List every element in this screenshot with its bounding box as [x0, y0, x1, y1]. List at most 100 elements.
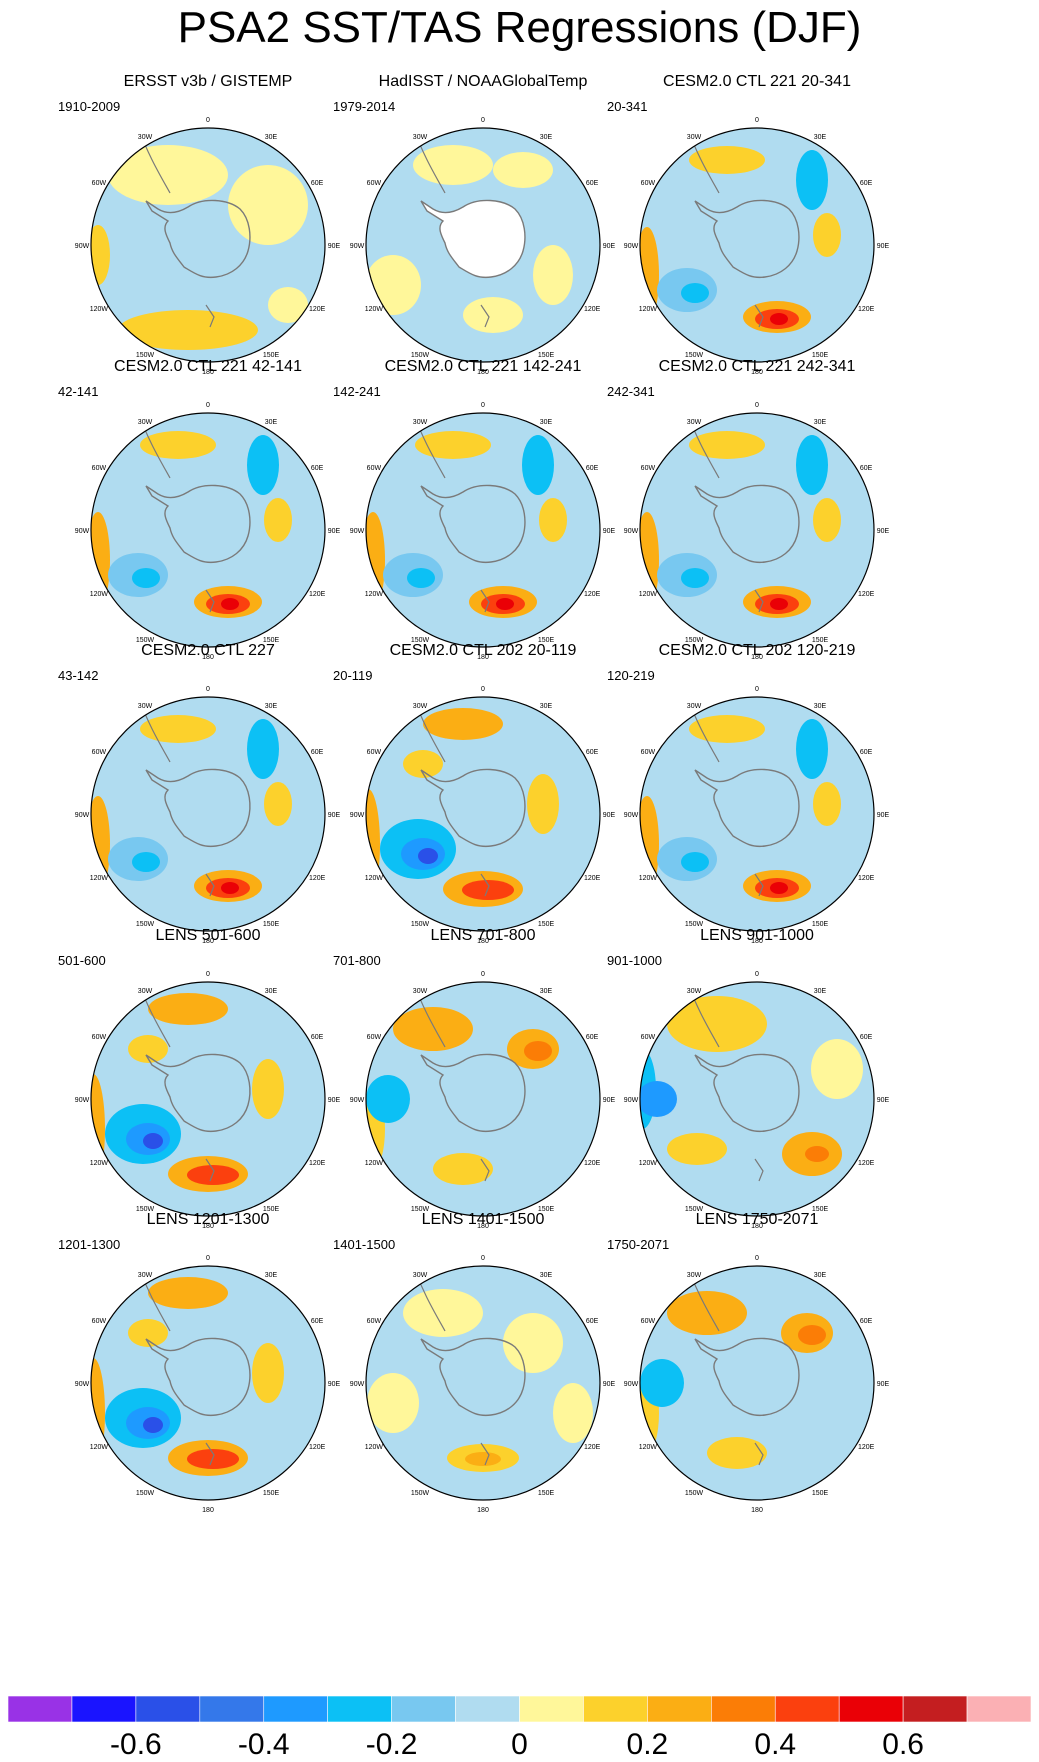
longitude-label: 60W — [367, 1318, 382, 1325]
longitude-label: 0 — [755, 117, 759, 124]
map-panel: CESM2.0 CTL 221 20-341 20-341 0 30E 60E 90E 12… — [607, 72, 907, 382]
longitude-label: 60W — [92, 180, 107, 187]
longitude-label: 150E — [812, 1206, 829, 1213]
panel-title: CESM2.0 CTL 202 120-219 — [658, 642, 856, 659]
antarctica-coastline — [420, 484, 526, 564]
polar-map: 0 30E 60E 90E 120E 150E 180 150W 120W 90W 60W 30W — [75, 402, 341, 661]
panel-period: 42-141 — [58, 384, 99, 399]
map-panel: CESM2.0 CTL 202 120-219 120-219 0 30E 60E 90E… — [607, 641, 907, 951]
map-boundary — [639, 1265, 875, 1501]
longitude-label: 60E — [311, 1034, 324, 1041]
panel-period: 120-219 — [607, 668, 655, 683]
colorbar-tick-label: 0 — [511, 1728, 528, 1761]
anomaly-contour — [798, 1325, 826, 1345]
anomaly-contour — [221, 598, 239, 610]
anomaly-contour — [493, 152, 553, 188]
longitude-label: 150E — [263, 1206, 280, 1213]
colorbar — [8, 1696, 1031, 1722]
panel-period: 1910-2009 — [58, 99, 121, 114]
longitude-label: 180 — [751, 369, 763, 376]
anomaly-contour — [268, 287, 308, 323]
longitude-label: 30E — [540, 703, 553, 710]
anomaly-contour — [770, 313, 788, 325]
longitude-label: 90W — [350, 1381, 365, 1388]
longitude-label: 180 — [477, 1507, 489, 1514]
longitude-label: 90W — [624, 812, 639, 819]
anomaly-contour — [689, 146, 765, 174]
longitude-label: 30W — [687, 988, 702, 995]
anomaly-contour — [247, 435, 279, 495]
longitude-label: 30W — [413, 1272, 428, 1279]
longitude-label: 150E — [538, 637, 555, 644]
longitude-label: 90W — [624, 528, 639, 535]
longitude-label: 30E — [265, 988, 278, 995]
anomaly-contour — [91, 1358, 105, 1468]
map-boundary — [90, 1265, 326, 1501]
colorbar-swatch — [519, 1696, 584, 1722]
anomaly-contour — [770, 598, 788, 610]
anomaly-contour — [143, 1133, 163, 1149]
longitude-label: 150W — [136, 921, 155, 928]
longitude-label: 120W — [365, 1160, 384, 1167]
longitude-label: 120W — [90, 306, 109, 313]
longitude-label: 180 — [477, 1223, 489, 1230]
anomaly-contour — [393, 1007, 473, 1051]
longitude-label: 30E — [265, 703, 278, 710]
anomaly-contour — [252, 1059, 284, 1119]
polar-map: 0 30E 60E 90E 120E 150E 180 150W 120W 90W 60W 30W — [75, 686, 341, 945]
longitude-label: 120E — [858, 1160, 875, 1167]
longitude-label: 30W — [687, 703, 702, 710]
colorbar-tick-label: 0.6 — [882, 1728, 924, 1761]
map-boundary — [365, 127, 601, 363]
anomaly-contour — [770, 882, 788, 894]
longitude-label: 30E — [814, 703, 827, 710]
longitude-label: 120W — [365, 306, 384, 313]
antarctica-coastline — [420, 768, 526, 848]
anomaly-contour — [527, 774, 559, 834]
colorbar-swatch — [391, 1696, 456, 1722]
anomaly-contour — [367, 1373, 419, 1433]
map-panel: LENS 701-800 701-800 0 30E 60E 90E 120E 150E 180… — [333, 926, 633, 1236]
longitude-label: 90E — [328, 1097, 341, 1104]
longitude-label: 120E — [584, 306, 601, 313]
longitude-label: 30W — [138, 1272, 153, 1279]
new-zealand-coastline — [754, 1158, 764, 1182]
anomaly-contour — [91, 225, 110, 285]
anomaly-contour — [140, 431, 216, 459]
longitude-label: 30E — [265, 134, 278, 141]
longitude-label: 60E — [860, 1034, 873, 1041]
new-zealand-coastline — [754, 873, 764, 897]
antarctica-coastline — [694, 484, 800, 564]
longitude-label: 150W — [411, 1206, 430, 1213]
longitude-label: 0 — [206, 686, 210, 693]
longitude-label: 60E — [586, 180, 599, 187]
longitude-label: 120E — [309, 306, 326, 313]
panel-period: 901-1000 — [607, 953, 662, 968]
longitude-label: 150W — [411, 637, 430, 644]
panel-title: LENS 701-800 — [430, 927, 536, 944]
longitude-label: 60W — [641, 749, 656, 756]
longitude-label: 120W — [90, 875, 109, 882]
longitude-label: 150W — [411, 1490, 430, 1497]
map-boundary — [365, 696, 601, 932]
polar-map: 0 30E 60E 90E 120E 150E 180 150W 120W 90W 60W 30W — [350, 686, 616, 945]
longitude-label: 60E — [860, 1318, 873, 1325]
anomaly-contour — [407, 568, 435, 588]
longitude-label: 120W — [639, 1160, 658, 1167]
longitude-label: 120W — [365, 875, 384, 882]
longitude-label: 0 — [481, 971, 485, 978]
longitude-label: 60W — [367, 465, 382, 472]
longitude-label: 30E — [814, 988, 827, 995]
new-zealand-coastline — [205, 873, 215, 897]
anomaly-contour — [796, 435, 828, 495]
anomaly-contour — [681, 568, 709, 588]
map-panel: CESM2.0 CTL 221 242-341 242-341 0 30E 60E 90E… — [607, 357, 907, 667]
longitude-label: 120E — [858, 1444, 875, 1451]
longitude-label: 0 — [206, 117, 210, 124]
longitude-label: 0 — [481, 117, 485, 124]
polar-map: 0 30E 60E 90E 120E 150E 180 150W 120W 90W 60W 30W — [350, 402, 616, 661]
map-boundary — [639, 696, 875, 932]
anomaly-contour — [667, 1291, 747, 1335]
anomaly-contour — [541, 1109, 585, 1169]
map-boundary — [639, 127, 875, 363]
